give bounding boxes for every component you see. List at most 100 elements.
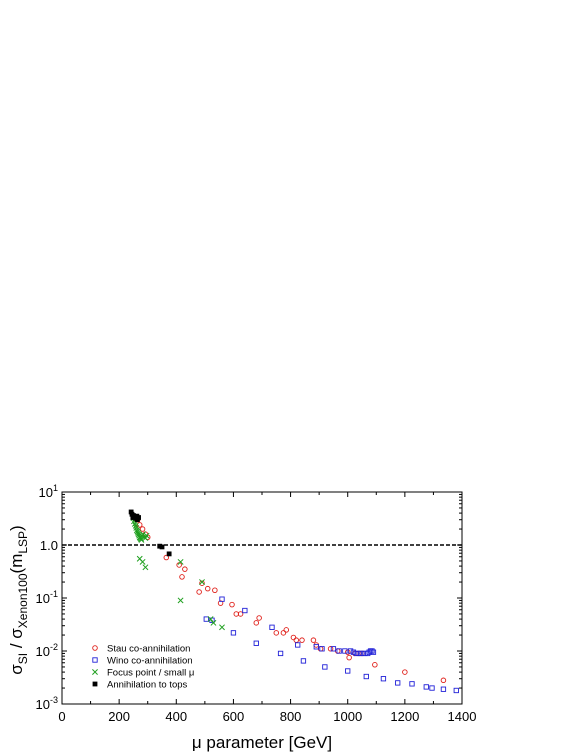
data-point (359, 650, 365, 657)
data-point (253, 620, 260, 626)
data-point (293, 637, 300, 643)
data-point (253, 640, 259, 646)
x-tick-label: 600 (223, 709, 245, 724)
data-point (166, 551, 172, 557)
data-point (269, 624, 275, 630)
data-point (219, 624, 225, 631)
data-point (204, 585, 211, 592)
data-point (342, 648, 348, 654)
data-point (334, 648, 341, 654)
legend-marker (92, 681, 98, 687)
legend-label: Stau co-annihilation (107, 644, 190, 655)
x-tick-label: 1000 (333, 709, 362, 724)
data-point (217, 600, 224, 606)
data-point (313, 644, 319, 650)
data-point (409, 681, 415, 687)
data-point (353, 650, 359, 657)
y-title-main: σ (7, 664, 26, 675)
series-cross (130, 515, 225, 631)
data-point (347, 648, 354, 654)
data-point (280, 630, 287, 636)
data-point (139, 558, 146, 565)
data-point (402, 669, 408, 675)
data-point (135, 531, 142, 538)
data-point (207, 616, 214, 623)
data-point (229, 601, 235, 608)
series-square-open (203, 596, 459, 694)
data-point (336, 648, 342, 654)
y-tick-label: 10-1 (36, 589, 58, 606)
y-tick-label: 10-3 (36, 695, 58, 712)
legend-label: Wino co-annihilation (107, 656, 193, 667)
data-point (429, 685, 435, 691)
y-title-sub-xenon: Xenon100 (16, 573, 30, 628)
data-point (219, 596, 225, 602)
data-point (453, 687, 459, 694)
x-tick-label: 1400 (448, 709, 477, 724)
data-points (128, 509, 459, 694)
data-point (142, 564, 149, 571)
data-point (179, 574, 185, 580)
legend-marker (92, 669, 98, 675)
data-point (230, 630, 237, 636)
data-point (139, 526, 146, 532)
y-tick-label: 1.0 (40, 538, 58, 553)
data-point (273, 630, 280, 636)
data-point (140, 531, 147, 538)
data-point (327, 646, 334, 652)
data-point (295, 642, 301, 648)
series-square-filled (128, 509, 172, 557)
x-tick-label: 800 (280, 709, 302, 724)
data-point (290, 634, 297, 641)
legend-label: Focus point / small μ (107, 668, 194, 679)
data-point (395, 680, 401, 686)
legend-label: Annihilation to tops (107, 680, 188, 691)
data-point (370, 649, 377, 655)
legend-marker (92, 645, 98, 651)
data-point (237, 611, 244, 617)
data-point (256, 615, 262, 621)
data-point (143, 532, 150, 539)
data-point (199, 580, 205, 586)
data-point (163, 554, 170, 561)
data-point (380, 676, 387, 682)
y-title-paren-close: ) (7, 525, 26, 531)
data-point (319, 646, 325, 652)
data-point (317, 646, 324, 652)
y-title-separator: / σ (7, 628, 26, 653)
data-point (345, 668, 351, 674)
data-point (350, 649, 357, 655)
data-point (196, 589, 202, 595)
data-point (283, 627, 290, 633)
data-point (136, 522, 143, 528)
y-title-sub-si: SI (16, 653, 30, 664)
data-point (440, 677, 447, 684)
y-title-paren-open: (m (7, 554, 26, 574)
tick-labels: 0 200 400 600 800 1000 1200 1400 101 1.0 10-1 10-2 1… (36, 483, 477, 724)
data-point (363, 673, 369, 680)
data-point (440, 686, 447, 692)
data-point (423, 684, 429, 690)
data-point (330, 646, 337, 652)
x-tick-label: 0 (58, 709, 65, 724)
data-point (131, 513, 136, 518)
data-point (203, 616, 209, 622)
data-point (300, 658, 307, 664)
data-point (182, 566, 188, 572)
x-axis-title: μ parameter [GeV] (192, 733, 332, 752)
data-point (212, 587, 218, 594)
data-point (366, 649, 372, 655)
data-point (136, 515, 141, 520)
data-point (344, 649, 351, 655)
axis-ticks (61, 491, 463, 705)
data-point (277, 650, 284, 657)
data-point (210, 619, 217, 626)
data-point (132, 522, 139, 529)
data-point (242, 607, 248, 614)
y-tick-label: 101 (39, 483, 58, 500)
x-tick-label: 400 (165, 709, 187, 724)
data-point (177, 597, 184, 604)
data-point (199, 579, 205, 585)
